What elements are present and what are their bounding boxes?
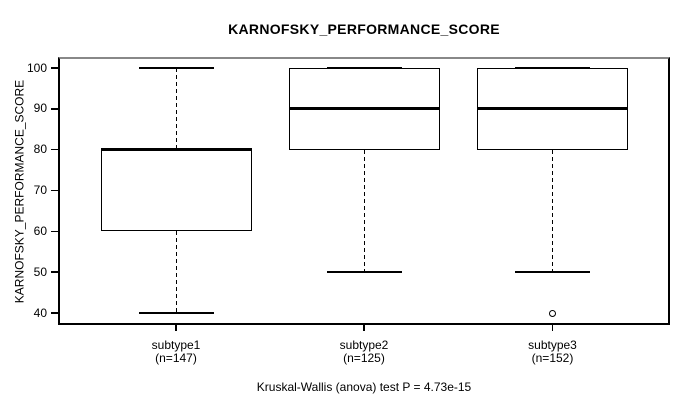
- group-n: (n=152): [531, 351, 574, 365]
- x-tick-mark: [175, 325, 177, 331]
- group-label: subtype3 (n=152): [478, 339, 628, 365]
- whisker-cap-upper: [138, 67, 214, 69]
- y-tick-label: 100: [26, 60, 47, 75]
- group-n: (n=125): [343, 351, 385, 365]
- median-line: [100, 148, 252, 152]
- median-line: [288, 107, 440, 111]
- y-tick-label: 40: [33, 305, 47, 320]
- whisker-lower: [175, 231, 177, 313]
- y-tick-mark: [51, 108, 58, 110]
- whisker-lower: [552, 149, 553, 273]
- x-tick-mark: [363, 325, 365, 331]
- whisker-upper: [175, 68, 177, 150]
- y-tick-label: 80: [33, 142, 47, 157]
- whisker-cap-lower: [515, 271, 590, 273]
- x-tick-mark: [551, 325, 554, 331]
- y-tick-mark: [51, 312, 58, 314]
- y-tick-mark: [51, 67, 58, 69]
- box-iqr: [100, 149, 252, 232]
- group-name: subtype3: [528, 338, 577, 352]
- group-name: subtype1: [151, 338, 201, 352]
- outlier-point: [549, 309, 556, 317]
- y-tick-label: 90: [33, 101, 47, 116]
- y-tick-mark: [51, 148, 58, 151]
- group-n: (n=147): [155, 351, 197, 365]
- y-tick-mark: [51, 271, 58, 273]
- median-line: [477, 107, 628, 111]
- y-tick-mark: [51, 230, 58, 233]
- group-label: subtype1 (n=147): [101, 339, 251, 365]
- whisker-lower: [363, 149, 365, 273]
- whisker-cap-lower: [138, 312, 214, 314]
- group-label: subtype2 (n=125): [289, 339, 439, 365]
- y-tick-label: 50: [33, 264, 47, 279]
- y-tick-label: 70: [33, 183, 47, 197]
- y-tick-mark: [51, 189, 58, 192]
- chart-title: KARNOFSKY_PERFORMANCE_SCORE: [228, 21, 500, 37]
- group-name: subtype2: [339, 338, 389, 352]
- stat-test-caption: Kruskal-Wallis (anova) test P = 4.73e-15: [256, 380, 472, 394]
- whisker-cap-lower: [326, 271, 402, 273]
- y-tick-label: 60: [33, 223, 47, 238]
